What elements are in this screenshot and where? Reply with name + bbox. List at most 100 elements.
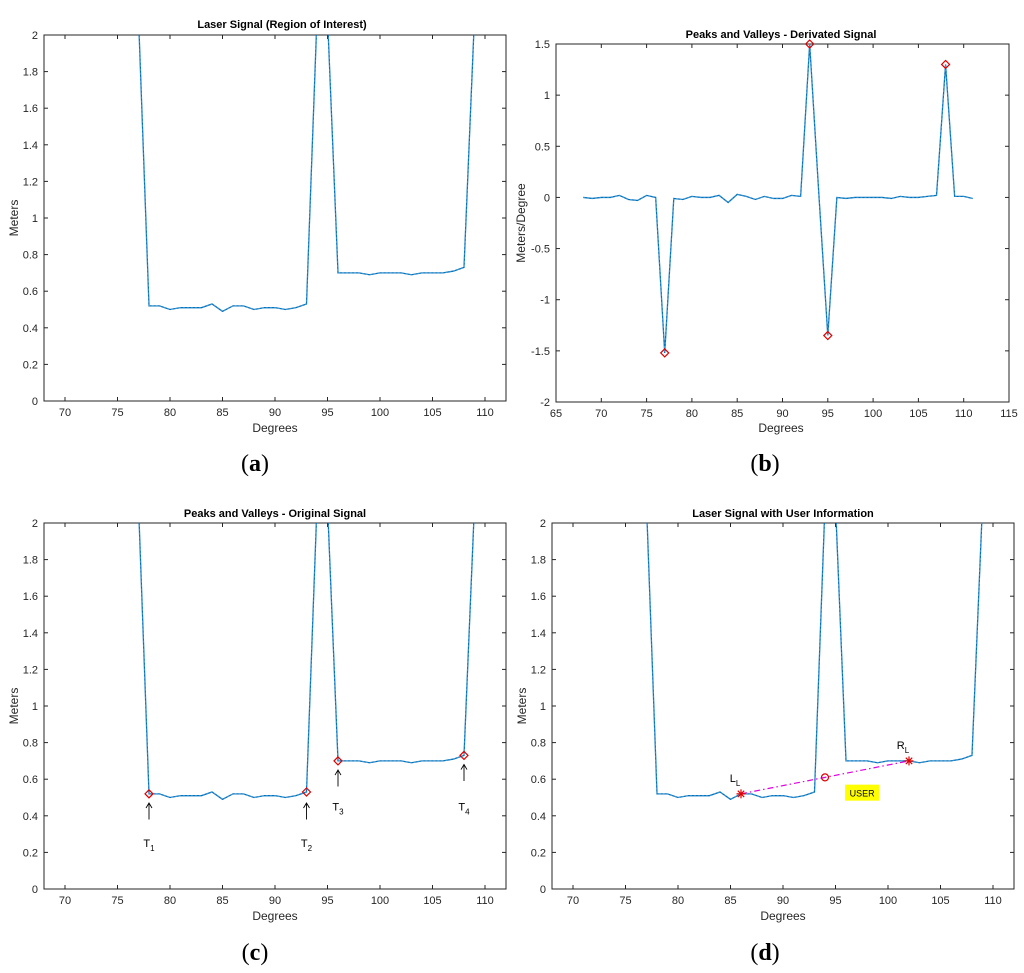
panel-d-ytick-label: 2 bbox=[540, 518, 546, 530]
panel-b-xtick-label: 110 bbox=[955, 408, 973, 420]
panel-c-xlabel: Degrees bbox=[252, 909, 297, 923]
panel-b-xtick-label: 95 bbox=[822, 408, 834, 420]
panel-d-xtick-label: 110 bbox=[984, 895, 1002, 907]
panel-a-ytick-label: 1.6 bbox=[23, 103, 38, 115]
panel-c-xtick-label: 100 bbox=[371, 895, 389, 907]
panel-a-ytick-label: 1.8 bbox=[23, 67, 38, 79]
panel-a-ytick-label: 0.8 bbox=[23, 250, 38, 262]
panel-c-ytick-label: 1.8 bbox=[23, 555, 38, 567]
panel-c-ytick-label: 2 bbox=[32, 518, 38, 530]
panel-c-peak-marker bbox=[301, 787, 312, 797]
annotation-subscript: 4 bbox=[465, 807, 470, 816]
panel-c-xtick-label: 110 bbox=[476, 895, 494, 907]
panel-a-ytick-label: 0 bbox=[32, 396, 38, 408]
panel-b-label-letter: b bbox=[758, 451, 771, 477]
panel-d-series-line bbox=[646, 523, 983, 801]
panel-c-annotation-arrowhead bbox=[145, 802, 153, 809]
panel-b-ytick-label: -2 bbox=[540, 397, 550, 409]
panel-d-user-label: USER bbox=[850, 789, 876, 799]
leg-subscript: L bbox=[905, 746, 910, 755]
panel-c-label-letter: c bbox=[250, 940, 261, 966]
panel-d-left-leg-label: LL bbox=[730, 773, 741, 788]
annotation-letter: T bbox=[458, 801, 465, 813]
panel-d-ytick-label: 0 bbox=[540, 884, 546, 896]
panel-d-ytick-label: 1.8 bbox=[531, 555, 546, 567]
panel-d-xtick-label: 80 bbox=[672, 895, 684, 907]
panel-c: Peaks and Valleys - Original Signal Degr… bbox=[7, 508, 507, 966]
panel-d-center-point bbox=[820, 773, 830, 782]
panel-c-annotation-label: T4 bbox=[458, 801, 470, 816]
panel-b-title: Peaks and Valleys - Derivated Signal bbox=[686, 29, 877, 41]
panel-d-ytick-label: 1 bbox=[540, 701, 546, 713]
annotation-subscript: 3 bbox=[339, 807, 344, 816]
panel-a-xtick-label: 100 bbox=[371, 407, 389, 419]
panel-c-plot-area bbox=[43, 522, 507, 890]
panel-b-ytick-label: 1 bbox=[544, 90, 550, 102]
panel-d-xlabel: Degrees bbox=[760, 909, 805, 923]
panel-c-xtick-label: 70 bbox=[59, 895, 71, 907]
panel-c-annotation-arrowhead bbox=[303, 802, 310, 809]
panel-d-ytick-label: 1.2 bbox=[531, 664, 546, 676]
panel-b: Peaks and Valleys - Derivated Signal Deg… bbox=[514, 29, 1010, 477]
panel-d-xtick-label: 105 bbox=[931, 895, 949, 907]
panel-d-marks: 70 75 80 85 90 95 100 105 110 0 0.2 0.4 0.6 0.8 1 1.2 1.… bbox=[531, 518, 1014, 907]
panel-a-label-letter: a bbox=[249, 451, 261, 477]
panel-d-xtick-label: 100 bbox=[879, 895, 897, 907]
panel-b-peak-marker bbox=[804, 39, 815, 49]
panel-d-ytick-label: 0.8 bbox=[531, 738, 546, 750]
panel-b-peak-marker bbox=[940, 59, 951, 70]
panel-a-ytick-label: 1.2 bbox=[23, 176, 38, 188]
panel-b-xtick-label: 85 bbox=[731, 408, 743, 420]
panel-d-plot-area bbox=[551, 522, 1015, 890]
panel-a-marks: 70 75 80 85 90 95 100 105 110 0 0.2 0.4 0.6 0.8 1 1.2 1.… bbox=[23, 30, 506, 419]
panel-d-ytick-label: 1.4 bbox=[531, 628, 546, 640]
leg-subscript: L bbox=[736, 779, 741, 788]
panel-c-annotation-arrowhead bbox=[460, 763, 468, 770]
annotation-subscript: 2 bbox=[308, 844, 313, 853]
panel-c-xtick-label: 105 bbox=[423, 895, 441, 907]
panel-b-plot-area bbox=[555, 43, 1010, 403]
panel-b-xtick-label: 115 bbox=[1000, 408, 1018, 420]
panel-a-xtick-label: 110 bbox=[476, 407, 494, 419]
panel-c-peak-marker bbox=[459, 750, 469, 761]
panel-c-xtick-label: 75 bbox=[111, 895, 123, 907]
panel-c-ytick-label: 0.4 bbox=[23, 811, 38, 823]
panel-b-xtick-label: 65 bbox=[550, 408, 562, 420]
panel-c-ytick-label: 1 bbox=[32, 701, 38, 713]
panel-d-label: (d) bbox=[750, 940, 779, 966]
panel-c-ytick-label: 0 bbox=[32, 884, 38, 896]
panel-d-right-leg-marker-d2 bbox=[905, 757, 913, 765]
panel-b-xtick-label: 105 bbox=[909, 408, 927, 420]
panel-b-peak-marker bbox=[822, 330, 833, 341]
panel-c-annotation-label: T2 bbox=[301, 838, 313, 853]
panel-c-label: (c) bbox=[242, 940, 269, 966]
panel-c-ytick-label: 0.2 bbox=[23, 847, 38, 859]
panel-c-annotation-arrowhead bbox=[334, 769, 342, 776]
panel-b-series-dash bbox=[583, 44, 973, 353]
panel-a-xtick-label: 90 bbox=[269, 407, 281, 419]
panel-c-xtick-label: 95 bbox=[321, 895, 333, 907]
panel-b-ytick-label: -1.5 bbox=[531, 346, 550, 358]
panel-b-marks: 65 70 75 80 85 90 95 100 105 110 115 -2 -1.5 -1 -0.5 0 0… bbox=[531, 39, 1018, 420]
panel-b-xtick-label: 75 bbox=[640, 408, 652, 420]
panel-c-ytick-label: 1.4 bbox=[23, 628, 38, 640]
panel-b-ylabel: Meters/Degree bbox=[514, 183, 528, 263]
annotation-letter: T bbox=[143, 838, 150, 850]
panel-d-ylabel: Meters bbox=[515, 688, 529, 725]
panel-d-xtick-label: 85 bbox=[724, 895, 736, 907]
panel-d-xtick-label: 95 bbox=[829, 895, 841, 907]
panel-c-ytick-label: 1.2 bbox=[23, 664, 38, 676]
panel-a-xtick-label: 105 bbox=[423, 407, 441, 419]
panel-a-label: (a) bbox=[241, 451, 269, 477]
panel-c-annotation-label: T3 bbox=[332, 801, 344, 816]
panel-a-xlabel: Degrees bbox=[252, 421, 297, 435]
panel-a-xtick-label: 70 bbox=[59, 407, 71, 419]
panel-d-ytick-label: 0.4 bbox=[531, 811, 546, 823]
panel-c-ytick-label: 0.8 bbox=[23, 738, 38, 750]
annotation-letter: T bbox=[301, 838, 308, 850]
panel-a-ytick-label: 0.6 bbox=[23, 286, 38, 298]
panel-d: Laser Signal with User Information Degre… bbox=[515, 508, 1015, 966]
panel-d-leg-line bbox=[740, 760, 910, 795]
panel-a-ytick-label: 1.4 bbox=[23, 140, 38, 152]
panel-c-peak-marker bbox=[333, 756, 343, 766]
